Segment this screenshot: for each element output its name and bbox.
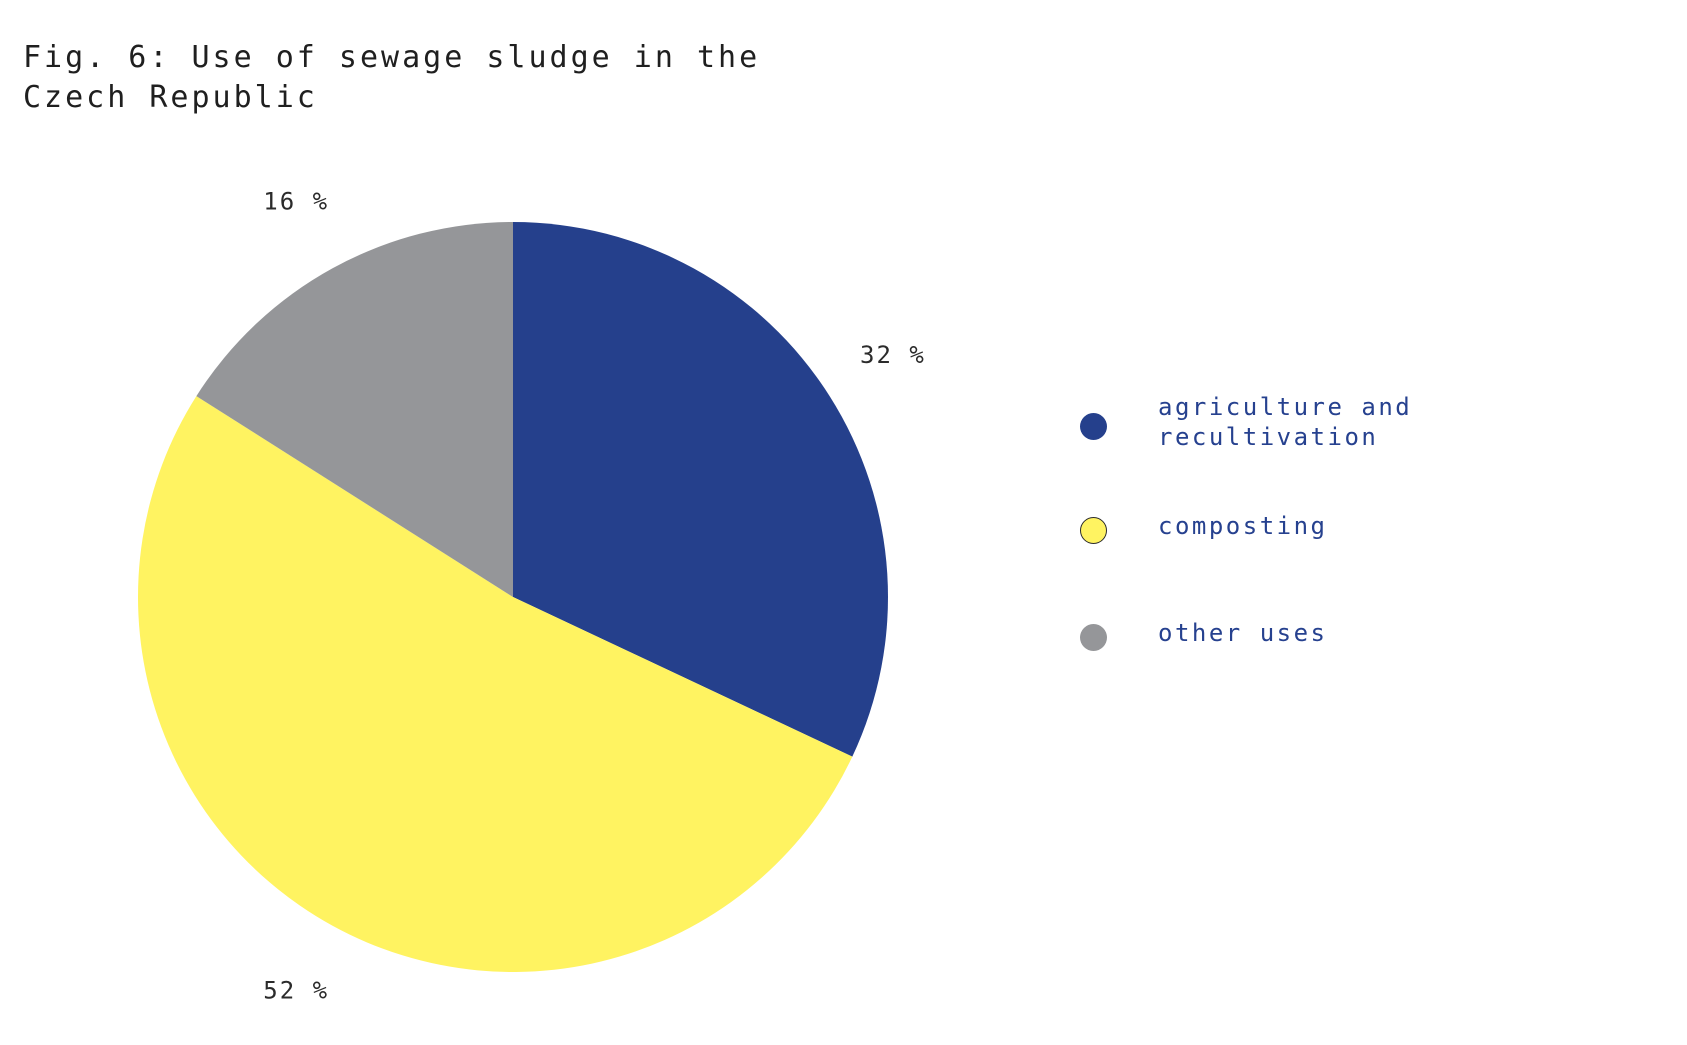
pie-value-label-other-uses: 16 % xyxy=(263,188,329,216)
legend-label-other-uses: other uses xyxy=(1158,619,1328,647)
pie-slices xyxy=(137,222,888,973)
chart-title-line-2: Czech Republic xyxy=(23,80,318,115)
chart-title-line-1: Fig. 6: Use of sewage sludge in the xyxy=(23,40,761,75)
pie-slice-agriculture xyxy=(513,222,888,757)
legend-label-composting: composting xyxy=(1158,512,1328,540)
legend-swatch-composting xyxy=(1080,517,1107,544)
legend-swatch-other-uses xyxy=(1080,624,1107,651)
chart-title: Fig. 6: Use of sewage sludge in the Czec… xyxy=(23,38,783,118)
pie-value-label-composting: 52 % xyxy=(263,976,329,1004)
pie-value-label-agriculture: 32 % xyxy=(860,341,926,369)
pie-slice-other-uses xyxy=(196,222,514,597)
pie-slice-composting xyxy=(137,396,853,973)
pie-value-labels: 32 % 52 % 16 % xyxy=(263,188,926,1005)
legend-label-agriculture: agriculture and recultivation xyxy=(1158,393,1413,451)
legend-swatch-agriculture xyxy=(1080,413,1107,440)
